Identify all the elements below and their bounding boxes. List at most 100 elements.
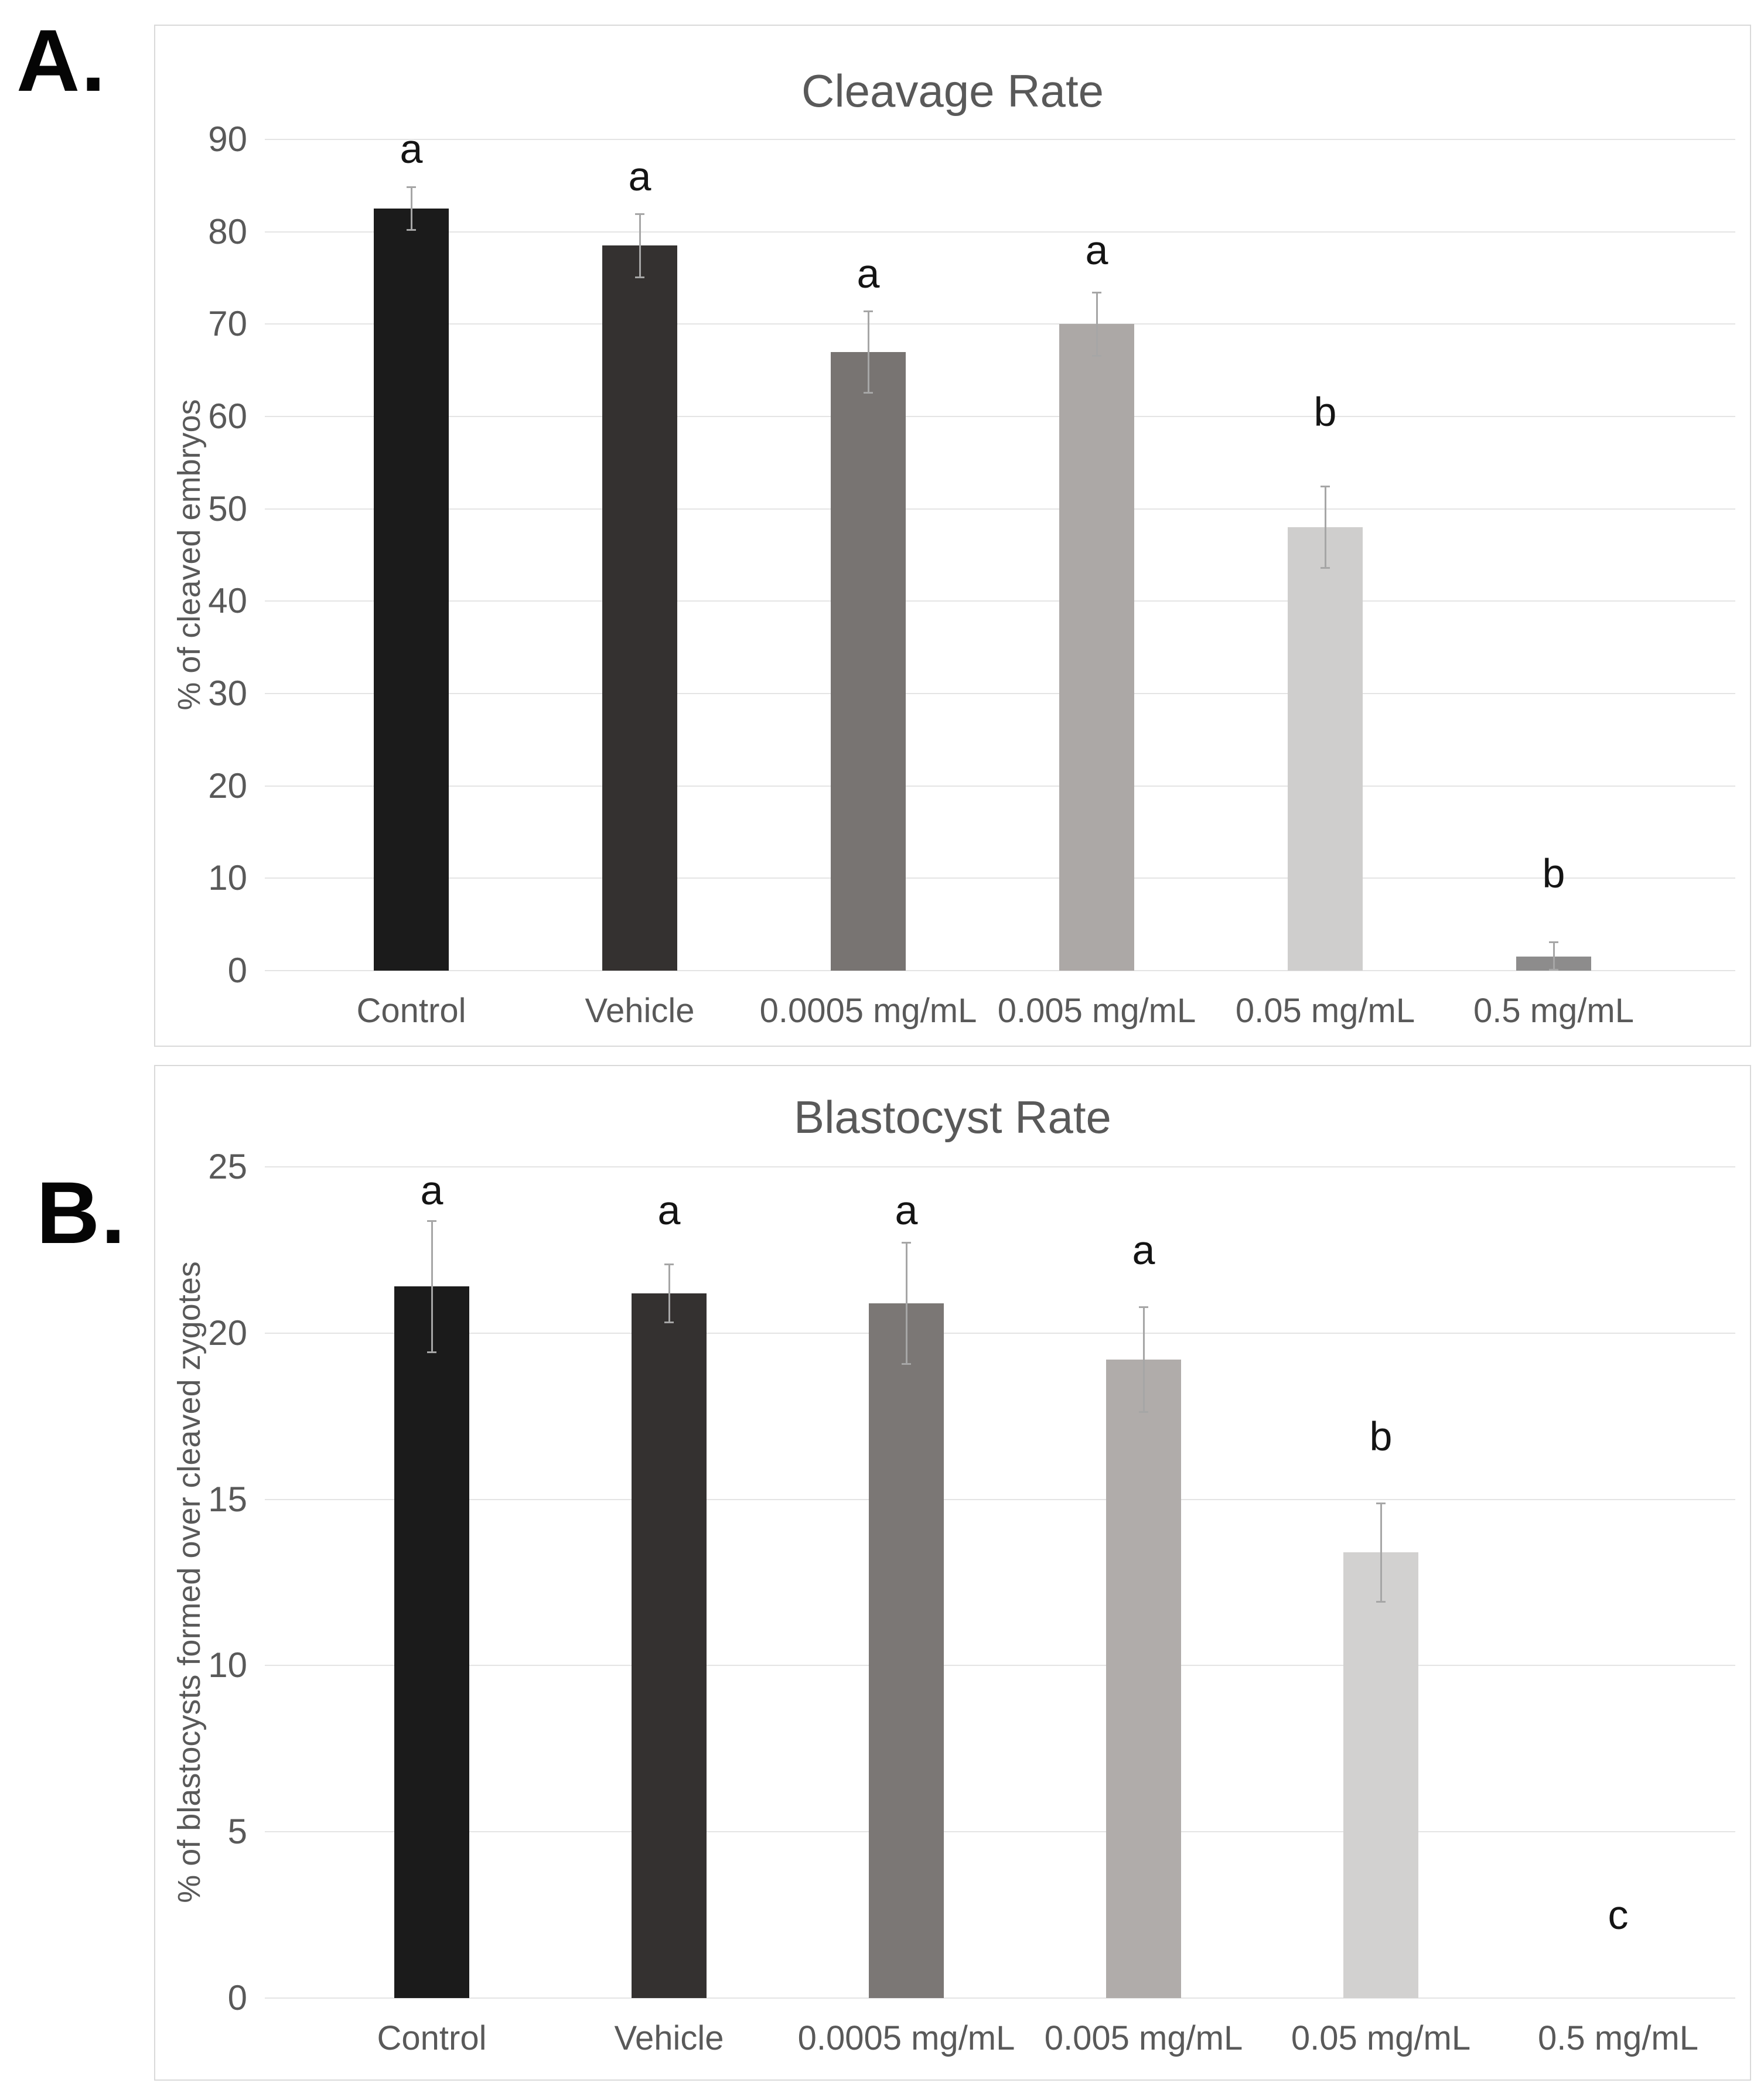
y-tick-label: 40 xyxy=(208,581,247,621)
error-bar xyxy=(664,1263,674,1323)
y-axis-label-cleavage: % of cleaved embryos xyxy=(172,399,207,711)
error-bar-line xyxy=(668,1263,670,1323)
cleavage-rate-chart: Cleavage Rate % of cleaved embryos 0 10 20… xyxy=(154,25,1751,1047)
significance-letter-a: a xyxy=(420,1167,443,1213)
gridline-y-10 xyxy=(265,1665,1735,1667)
y-tick-label: 60 xyxy=(208,397,247,436)
error-bar xyxy=(634,213,645,278)
gridline-y-50 xyxy=(265,508,1735,510)
gridline-y-60 xyxy=(265,416,1735,417)
gridline-y-20 xyxy=(265,785,1735,787)
y-tick-label: 0 xyxy=(227,1978,247,2017)
error-bar-cap-top xyxy=(427,1220,436,1222)
bar-0-05-mg-ml xyxy=(1343,1552,1418,1998)
y-tick-label: 80 xyxy=(208,211,247,251)
x-axis-category-label: Vehicle xyxy=(614,2019,724,2057)
x-axis-category-label: 0.005 mg/mL xyxy=(997,992,1196,1030)
error-bar-cap-bottom xyxy=(864,391,873,394)
significance-letter-a: a xyxy=(857,250,880,296)
error-bar xyxy=(1376,1503,1386,1603)
y-tick-label: 25 xyxy=(208,1147,247,1186)
y-tick-label: 0 xyxy=(227,951,247,990)
bar-0-0005-mg-ml xyxy=(831,351,906,971)
x-axis-category-label: Control xyxy=(377,2019,487,2057)
significance-letter-a: a xyxy=(400,125,423,172)
error-bar-line xyxy=(1324,486,1326,569)
y-tick-label: 5 xyxy=(227,1812,247,1852)
bar-0-005-mg-ml xyxy=(1059,324,1134,971)
significance-letter-c: c xyxy=(1608,1892,1629,1938)
y-tick-label: 20 xyxy=(208,766,247,805)
gridline-y-10 xyxy=(265,877,1735,879)
y-tick-label: 90 xyxy=(208,119,247,159)
significance-letter-a: a xyxy=(1132,1227,1155,1273)
gridline-y-90 xyxy=(265,139,1735,140)
error-bar-line xyxy=(1380,1503,1382,1603)
error-bar-cap-bottom xyxy=(902,1363,911,1365)
bar-vehicle xyxy=(632,1293,707,1998)
gridline-y-0 xyxy=(265,970,1735,971)
error-bar xyxy=(1320,486,1330,569)
significance-letter-a: a xyxy=(628,153,651,200)
panel-label-a: A. xyxy=(16,11,107,110)
chart-title-cleavage: Cleavage Rate xyxy=(801,65,1104,117)
error-bar-line xyxy=(410,186,412,231)
error-bar-cap-top xyxy=(664,1263,674,1265)
error-bar-cap-bottom xyxy=(1376,1600,1386,1603)
gridline-y-70 xyxy=(265,323,1735,325)
bar-0-05-mg-ml xyxy=(1288,527,1363,971)
gridline-y-30 xyxy=(265,693,1735,694)
error-bar xyxy=(901,1241,912,1365)
bar-0-005-mg-ml xyxy=(1106,1360,1181,1998)
gridline-y-25 xyxy=(265,1166,1735,1167)
error-bar-cap-top xyxy=(635,213,644,216)
error-bar-line xyxy=(639,213,641,278)
error-bar-cap-bottom xyxy=(635,276,644,278)
gridline-y-80 xyxy=(265,231,1735,233)
chart-title-blastocyst: Blastocyst Rate xyxy=(794,1091,1111,1143)
gridline-y-15 xyxy=(265,1498,1735,1500)
error-bar-cap-bottom xyxy=(1321,567,1330,569)
y-tick-label: 50 xyxy=(208,489,247,528)
error-bar-line xyxy=(431,1220,433,1353)
error-bar-cap-top xyxy=(1139,1306,1148,1309)
x-axis-category-label: Vehicle xyxy=(585,992,695,1030)
error-bar-cap-top xyxy=(407,186,416,189)
error-bar xyxy=(406,186,417,231)
significance-letter-a: a xyxy=(657,1187,681,1233)
error-bar xyxy=(427,1220,437,1353)
x-axis-category-label: 0.0005 mg/mL xyxy=(759,992,977,1030)
x-axis-category-label: 0.5 mg/mL xyxy=(1538,2019,1698,2057)
error-bar-cap-top xyxy=(864,310,873,312)
panel-label-b: B. xyxy=(36,1163,127,1262)
bar-0-0005-mg-ml xyxy=(869,1303,944,1998)
gridline-y-5 xyxy=(265,1831,1735,1833)
x-axis-category-label: Control xyxy=(356,992,466,1030)
y-tick-label: 15 xyxy=(208,1479,247,1519)
y-tick-label: 10 xyxy=(208,1645,247,1685)
error-bar xyxy=(1548,941,1559,971)
error-bar-cap-bottom xyxy=(427,1351,436,1353)
y-tick-label: 10 xyxy=(208,858,247,898)
error-bar-cap-top xyxy=(1092,292,1101,294)
significance-letter-b: b xyxy=(1542,851,1565,897)
x-axis-category-label: 0.05 mg/mL xyxy=(1291,2019,1471,2057)
error-bar-line xyxy=(1142,1306,1145,1413)
error-bar-cap-top xyxy=(1321,486,1330,488)
bar-vehicle xyxy=(602,245,677,971)
bar-control xyxy=(374,209,449,971)
error-bar xyxy=(1138,1306,1149,1413)
gridline-y-20 xyxy=(265,1332,1735,1334)
error-bar-cap-top xyxy=(1549,941,1558,943)
error-bar-cap-top xyxy=(902,1241,911,1244)
gridline-y-40 xyxy=(265,600,1735,602)
error-bar-cap-bottom xyxy=(407,229,416,231)
error-bar-line xyxy=(1096,292,1098,357)
significance-letter-a: a xyxy=(1085,227,1108,274)
significance-letter-b: b xyxy=(1313,389,1337,435)
x-axis-category-label: 0.0005 mg/mL xyxy=(797,2019,1015,2057)
gridline-y-0 xyxy=(265,1997,1735,1999)
y-tick-label: 20 xyxy=(208,1313,247,1353)
plot-area-cleavage: 0 10 20 30 40 50 60 70 80 90 a Control a Vehicle a 0.00… xyxy=(208,122,1735,1028)
